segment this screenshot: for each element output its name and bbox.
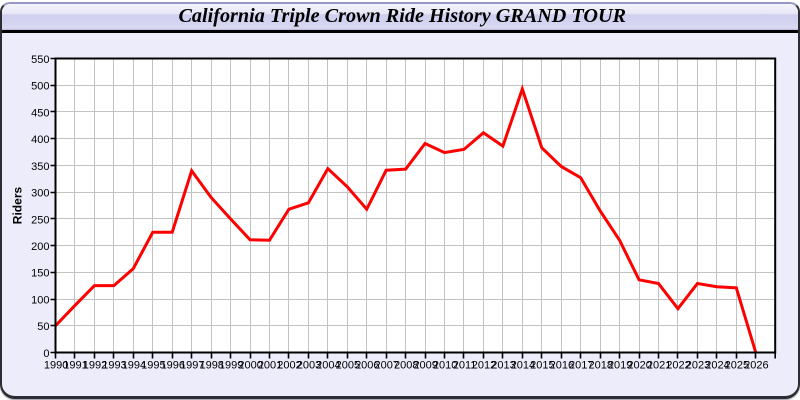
svg-text:2008: 2008 (394, 359, 418, 371)
svg-text:500: 500 (31, 81, 49, 93)
svg-text:1994: 1994 (122, 359, 146, 371)
svg-text:2025: 2025 (725, 359, 749, 371)
svg-text:2000: 2000 (238, 359, 262, 371)
svg-text:1996: 1996 (161, 359, 185, 371)
svg-text:1997: 1997 (180, 359, 204, 371)
svg-text:2019: 2019 (608, 359, 632, 371)
svg-text:1992: 1992 (83, 359, 107, 371)
svg-text:2006: 2006 (355, 359, 379, 371)
svg-text:2021: 2021 (647, 359, 671, 371)
svg-text:350: 350 (31, 161, 49, 173)
svg-text:1993: 1993 (102, 359, 126, 371)
svg-text:2026: 2026 (744, 359, 768, 371)
svg-text:2022: 2022 (666, 359, 690, 371)
svg-text:200: 200 (31, 241, 49, 253)
svg-text:1999: 1999 (219, 359, 243, 371)
svg-text:2020: 2020 (627, 359, 651, 371)
svg-text:2007: 2007 (375, 359, 399, 371)
svg-text:400: 400 (31, 134, 49, 146)
svg-text:150: 150 (31, 268, 49, 280)
svg-text:2023: 2023 (686, 359, 710, 371)
svg-text:2004: 2004 (316, 359, 340, 371)
svg-text:1995: 1995 (141, 359, 165, 371)
svg-text:2012: 2012 (472, 359, 496, 371)
svg-text:250: 250 (31, 214, 49, 226)
svg-text:2024: 2024 (705, 359, 729, 371)
svg-text:2017: 2017 (569, 359, 593, 371)
svg-text:2001: 2001 (258, 359, 282, 371)
svg-text:2009: 2009 (413, 359, 437, 371)
svg-text:1991: 1991 (63, 359, 87, 371)
svg-text:450: 450 (31, 107, 49, 119)
svg-text:2018: 2018 (588, 359, 612, 371)
svg-text:2003: 2003 (297, 359, 321, 371)
svg-text:550: 550 (31, 54, 49, 66)
svg-text:Riders: Riders (11, 187, 25, 225)
svg-text:2015: 2015 (530, 359, 554, 371)
svg-text:2010: 2010 (433, 359, 457, 371)
svg-text:2014: 2014 (511, 359, 535, 371)
svg-text:100: 100 (31, 294, 49, 306)
svg-text:50: 50 (37, 321, 49, 333)
svg-text:2005: 2005 (336, 359, 360, 371)
svg-text:1998: 1998 (199, 359, 223, 371)
svg-text:2013: 2013 (491, 359, 515, 371)
svg-text:2002: 2002 (277, 359, 301, 371)
svg-text:0: 0 (43, 348, 49, 360)
svg-text:1990: 1990 (44, 359, 68, 371)
svg-text:2016: 2016 (550, 359, 574, 371)
svg-text:2011: 2011 (453, 359, 477, 371)
svg-text:300: 300 (31, 188, 49, 200)
